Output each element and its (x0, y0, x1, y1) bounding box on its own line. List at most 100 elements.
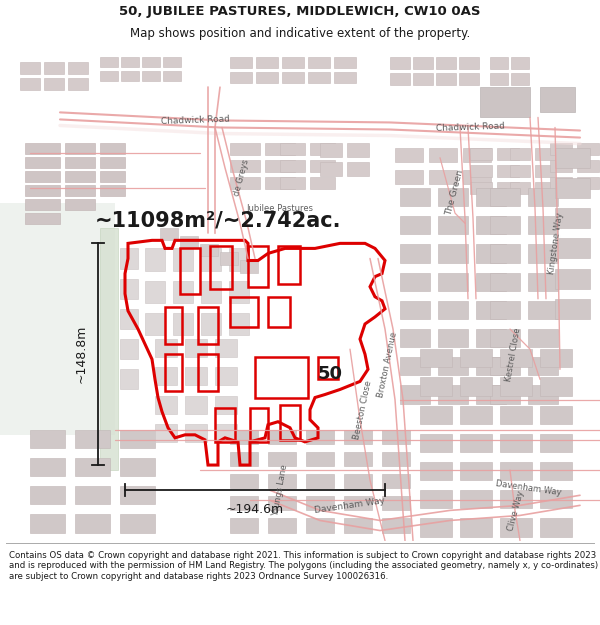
Bar (528, 301, 558, 319)
Bar (75, 430, 110, 448)
Bar (497, 182, 519, 194)
Bar (201, 313, 221, 335)
Bar (476, 386, 506, 404)
Text: Kestrel Close: Kestrel Close (504, 326, 522, 382)
Bar (438, 386, 468, 404)
Bar (420, 462, 452, 480)
Bar (320, 142, 342, 157)
Bar (230, 160, 260, 172)
Bar (540, 490, 572, 508)
Bar (20, 78, 40, 90)
Bar (306, 474, 334, 488)
Bar (120, 369, 138, 389)
Bar (400, 188, 430, 206)
Bar (497, 148, 519, 160)
Bar (145, 281, 165, 303)
Bar (180, 236, 198, 248)
Bar (540, 519, 572, 537)
Bar (480, 87, 530, 118)
Bar (30, 430, 65, 448)
Bar (185, 424, 207, 442)
Bar (395, 148, 423, 162)
Bar (460, 519, 492, 537)
Bar (413, 73, 433, 85)
Bar (215, 396, 237, 414)
Bar (229, 313, 249, 335)
Bar (215, 339, 237, 357)
Bar (528, 386, 558, 404)
Bar (460, 490, 492, 508)
Bar (436, 57, 456, 69)
Bar (173, 281, 193, 303)
Bar (310, 160, 335, 172)
Text: de Greys: de Greys (233, 159, 251, 198)
Bar (460, 434, 492, 452)
Text: Clive Way: Clive Way (506, 489, 526, 531)
Bar (429, 170, 457, 184)
Bar (256, 72, 278, 83)
Bar (460, 349, 492, 368)
Bar (413, 57, 433, 69)
Bar (400, 301, 430, 319)
Bar (145, 248, 165, 271)
Bar (142, 71, 160, 81)
Bar (382, 452, 410, 466)
Bar (344, 519, 372, 532)
Bar (173, 248, 193, 271)
Bar (438, 357, 468, 376)
Bar (400, 357, 430, 376)
Bar (230, 474, 258, 488)
Bar (155, 339, 177, 357)
Bar (344, 496, 372, 511)
Bar (555, 299, 590, 319)
Bar (163, 71, 181, 81)
Bar (476, 272, 506, 291)
Bar (282, 72, 304, 83)
Bar (268, 496, 296, 511)
Bar (25, 199, 60, 210)
Bar (460, 462, 492, 480)
Bar (25, 185, 60, 196)
Bar (120, 514, 155, 532)
Text: Kingstone Way: Kingstone Way (547, 212, 565, 275)
Bar (230, 541, 258, 555)
Bar (120, 486, 155, 504)
Bar (390, 73, 410, 85)
Bar (30, 514, 65, 532)
Bar (65, 199, 95, 210)
Bar (400, 386, 430, 404)
Bar (535, 165, 555, 177)
Bar (555, 148, 590, 168)
Bar (459, 73, 479, 85)
Bar (201, 281, 221, 303)
Bar (497, 165, 519, 177)
Bar (511, 73, 529, 85)
Bar (310, 177, 335, 189)
Bar (25, 157, 60, 168)
Bar (280, 160, 305, 172)
Bar (334, 57, 356, 68)
Bar (120, 279, 138, 299)
Bar (155, 368, 177, 386)
Bar (265, 160, 295, 172)
Bar (400, 329, 430, 347)
Bar (500, 406, 532, 424)
Bar (25, 213, 60, 224)
Bar (535, 182, 555, 194)
Bar (555, 208, 590, 228)
Bar (155, 424, 177, 442)
Bar (308, 57, 330, 68)
Text: Chadwick Road: Chadwick Road (436, 122, 505, 133)
Bar (577, 142, 599, 155)
Bar (438, 244, 468, 262)
Text: 50, JUBILEE PASTURES, MIDDLEWICH, CW10 0AS: 50, JUBILEE PASTURES, MIDDLEWICH, CW10 0… (119, 5, 481, 18)
Bar (470, 148, 492, 160)
Text: Davenham Way: Davenham Way (494, 479, 562, 498)
Bar (155, 396, 177, 414)
Bar (420, 519, 452, 537)
Bar (382, 474, 410, 488)
Bar (438, 188, 468, 206)
Text: Broxton Avenue: Broxton Avenue (377, 331, 400, 398)
Bar (400, 244, 430, 262)
Text: Chadwick Road: Chadwick Road (160, 115, 230, 126)
